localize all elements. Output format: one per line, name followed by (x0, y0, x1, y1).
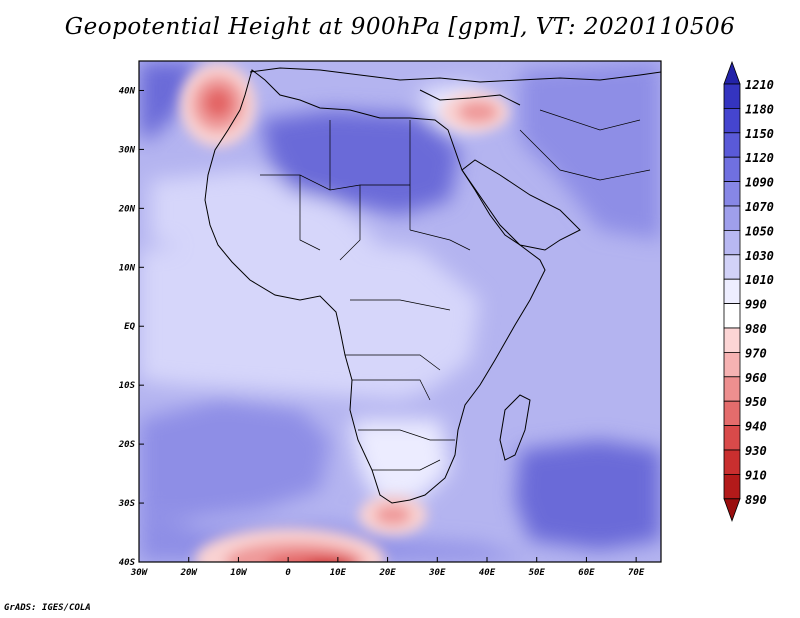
lon-label: 10W (230, 568, 248, 578)
colorbar-level-label: 1010 (745, 273, 774, 287)
colorbar-level-label: 1070 (745, 200, 774, 214)
colorbar-level-label: 960 (745, 371, 767, 385)
lat-label: 10S (119, 381, 136, 391)
colorbar-segment (723, 254, 741, 280)
lat-label: 20S (118, 440, 136, 450)
northern-coastline (249, 67, 661, 83)
lat-label: EQ (124, 322, 135, 332)
colorbar-level-label: 1090 (745, 176, 774, 190)
colorbar-segment (723, 156, 741, 182)
lon-label: 20E (378, 568, 396, 578)
lon-label: 10E (330, 568, 347, 578)
longitude-labels: 30W 20W 10W 0 10E 20E 30E 40E 50E 60E 70E (130, 568, 645, 578)
lat-label: 30N (118, 145, 136, 155)
axis-ticks (138, 89, 637, 563)
chart-title: Geopotential Height at 900hPa [gpm], VT:… (64, 14, 736, 40)
lat-label: 10N (119, 263, 136, 273)
africa-coastline (204, 69, 546, 504)
height-field (139, 61, 661, 562)
colorbar-segment (723, 108, 741, 134)
low-azores-core (204, 88, 232, 118)
credit-text: GrADS: IGES/COLA (4, 603, 91, 613)
lon-label: 40E (479, 568, 496, 578)
colorbar-level-label: 1150 (745, 127, 774, 141)
low-levant-core (458, 101, 498, 123)
colorbar-bottom-triangle (723, 498, 741, 522)
light-equatorial-band (139, 235, 480, 400)
lat-label: 30S (118, 499, 136, 509)
colorbar-level-label: 950 (745, 395, 767, 409)
northwest-high (139, 61, 200, 140)
colorbar-segment (723, 327, 741, 353)
lon-label: 20W (180, 568, 199, 578)
colorbar-segment (723, 425, 741, 451)
low-cape-core (375, 505, 411, 525)
coastlines (204, 67, 661, 504)
colorbar-level-label: 1180 (745, 102, 774, 116)
colorbar-level-label: 1050 (745, 224, 774, 238)
colorbar-level-label: 910 (745, 468, 767, 482)
country-borders (260, 109, 651, 471)
low-centres (180, 63, 509, 562)
colorbar-segment (723, 229, 741, 256)
colorbar-segment (723, 400, 741, 427)
madagascar-coastline (499, 394, 531, 461)
colorbar-segment (723, 376, 741, 402)
light-southern-africa (350, 420, 450, 505)
colorbar-top-triangle (723, 60, 741, 85)
lon-label: 60E (578, 568, 595, 578)
colorbar-level-label: 890 (745, 493, 767, 507)
colorbar-level-label: 1210 (745, 78, 774, 92)
plot-frame (138, 60, 662, 563)
colorbar-segment (723, 303, 741, 329)
arabia-coastline (461, 159, 581, 251)
latitude-labels: 40N 30N 20N 10N EQ 10S 20S 30S 40S (118, 86, 136, 568)
lon-label: 50E (529, 568, 546, 578)
colorbar-segment (723, 181, 741, 207)
high-southwest-region (139, 400, 330, 520)
colorbar-level-label: 1120 (745, 151, 774, 165)
colorbar: 1210 1180 1150 1120 1090 1070 1050 1030 1010 990 9… (723, 60, 774, 522)
mediterranean-shore (419, 89, 521, 106)
colorbar-level-label: 1030 (745, 249, 774, 263)
colorbar-level-label: 980 (745, 322, 767, 336)
lon-label: 70E (628, 568, 645, 578)
colorbar-segment (723, 351, 741, 378)
lon-label: 0 (285, 568, 291, 578)
colorbar-segment (723, 205, 741, 231)
lon-label: 30W (130, 568, 149, 578)
low-southern-deep (309, 559, 351, 562)
colorbar-level-label: 940 (745, 420, 767, 434)
lat-label: 40S (119, 558, 136, 568)
light-sahel-region (150, 170, 380, 250)
colorbar-level-label: 970 (745, 346, 767, 360)
lat-label: 40N (119, 86, 136, 96)
colorbar-segment (723, 132, 741, 158)
colorbar-segment (723, 473, 741, 500)
colorbar-segment (723, 449, 741, 475)
colorbar-level-label: 990 (745, 298, 767, 312)
lon-label: 30E (428, 568, 446, 578)
high-southeast-region (515, 440, 661, 550)
colorbar-segment (723, 83, 741, 109)
high-northeast-region (520, 61, 661, 240)
colorbar-level-label: 930 (745, 444, 767, 458)
colorbar-segment (723, 278, 741, 305)
lat-label: 20N (118, 204, 136, 214)
